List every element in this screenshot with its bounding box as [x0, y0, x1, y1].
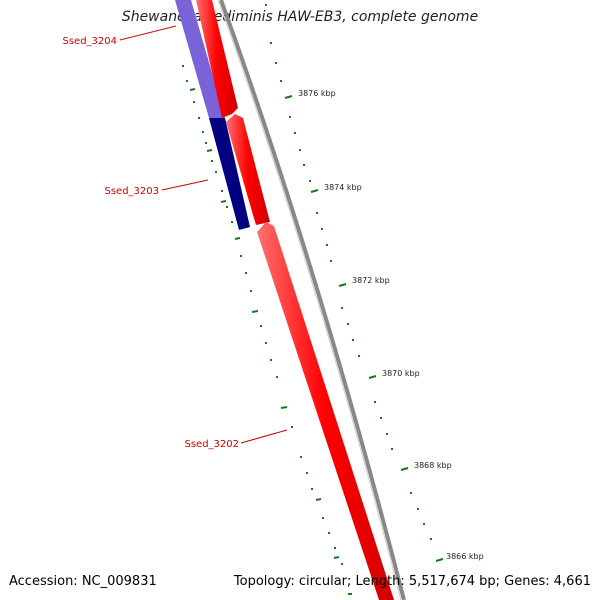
tick-label-3872: 3872 kbp: [352, 276, 390, 285]
backbone-highlight: [217, 0, 402, 600]
outer-dot-track: [265, 4, 432, 540]
gene-ssed-3202-shape[interactable]: [257, 222, 394, 600]
inner-major-ticks: [189, 88, 340, 559]
tick-label-3870: 3870 kbp: [382, 369, 420, 378]
tick-label-3866: 3866 kbp: [446, 552, 484, 561]
outer-major-ticks: [284, 95, 444, 562]
inner-dot-track: [182, 65, 352, 595]
accession-text: Accession: NC_009831: [9, 574, 157, 589]
gene-label-text: Ssed_3203: [104, 186, 159, 197]
genome-summary-text: Topology: circular; Length: 5,517,674 bp…: [233, 574, 591, 589]
gene-middle-forward-shape[interactable]: [226, 114, 270, 225]
gene-label-ssed-3204[interactable]: Ssed_3204: [62, 25, 177, 47]
gene-label-text: Ssed_3202: [184, 439, 239, 450]
backbone-line: [219, 0, 406, 600]
gene-label-ssed-3203[interactable]: Ssed_3203: [104, 179, 209, 197]
gene-ssed-3204-shape[interactable]: [175, 0, 225, 118]
gene-upper-forward-shape[interactable]: [196, 0, 238, 118]
tick-label-3868: 3868 kbp: [414, 461, 452, 470]
gene-ssed-3203-shape[interactable]: [209, 118, 250, 230]
gene-label-ssed-3202[interactable]: Ssed_3202: [184, 429, 288, 450]
tick-label-3874: 3874 kbp: [324, 183, 362, 192]
tick-label-3876: 3876 kbp: [298, 89, 336, 98]
gene-label-text: Ssed_3204: [62, 36, 117, 47]
